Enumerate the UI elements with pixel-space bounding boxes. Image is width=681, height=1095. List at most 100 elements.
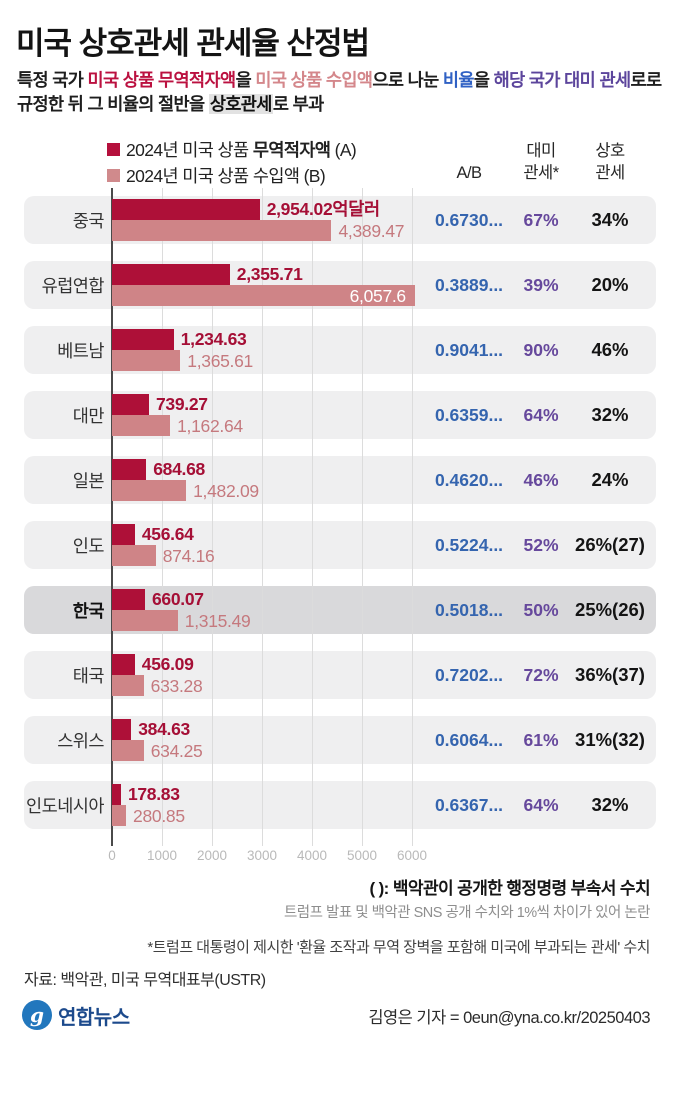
deficit-value-label: 2,355.71 xyxy=(236,264,303,284)
deficit-value-label: 1,234.63 xyxy=(180,329,247,349)
imports-bar xyxy=(112,220,332,241)
deficit-value-label: 456.09 xyxy=(141,654,194,674)
imports-value-label: 4,389.47 xyxy=(338,221,405,241)
subtitle-segment: 로 xyxy=(630,70,646,90)
reciprocal-tariff-value: 46% xyxy=(591,339,629,360)
country-label: 한국 xyxy=(72,600,105,621)
subtitle-segment: 을 xyxy=(235,70,256,90)
table-row: 유럽연합 2,355.71 6,057.6 0.3889... 39% 20% xyxy=(0,261,681,309)
ab-ratio-value: 0.6064... xyxy=(434,729,504,750)
ab-ratio-value: 0.7202... xyxy=(434,664,504,685)
deficit-value-label: 684.68 xyxy=(153,459,205,479)
deficit-value-label: 2,954.02억달러 xyxy=(266,199,380,219)
subtitle-segment: 로 xyxy=(645,70,662,90)
x-axis-tick-label: 4000 xyxy=(296,848,328,863)
column-header-tariff: 대미 관세* xyxy=(523,142,559,182)
deficit-bar xyxy=(112,329,174,350)
deficit-value-label: 660.07 xyxy=(152,589,204,609)
imports-bar xyxy=(112,480,187,501)
page-title: 미국 상호관세 관세율 산정법 xyxy=(16,26,370,61)
subtitle-segment: 미국 상품 무역적자액 xyxy=(87,70,237,90)
table-row: 대만 739.27 1,162.64 0.6359... 64% 32% xyxy=(0,391,681,439)
footnote-asterisk: *트럼프 대통령이 제시한 '환율 조작과 무역 장벽을 포함해 미국에 부과되… xyxy=(147,939,650,956)
ab-ratio-value: 0.6367... xyxy=(434,794,504,815)
imports-value-label: 1,315.49 xyxy=(184,611,251,631)
deficit-bar xyxy=(112,524,135,545)
tariff-on-us-value: 39% xyxy=(523,274,559,295)
imports-value-label: 633.28 xyxy=(150,676,203,696)
subtitle-segment: 을 xyxy=(473,70,494,90)
tariff-on-us-value: 64% xyxy=(523,794,559,815)
imports-value-label: 280.85 xyxy=(133,806,185,826)
legend-imports-label: 2024년 미국 상품 수입액 (B) xyxy=(126,163,326,188)
tariff-on-us-value: 50% xyxy=(523,599,559,620)
imports-value-label: 634.25 xyxy=(150,741,203,761)
country-label: 중국 xyxy=(72,210,105,231)
tariff-on-us-value: 67% xyxy=(523,209,559,230)
imports-value-label: 1,162.64 xyxy=(177,416,243,436)
legend-deficit-label: 2024년 미국 상품 무역적자액 (A) xyxy=(126,137,357,162)
imports-bar xyxy=(112,610,178,631)
imports-bar xyxy=(112,805,127,826)
legend-text-segment: (A) xyxy=(330,139,357,160)
subtitle-segment: 로 부과 xyxy=(272,94,324,114)
reciprocal-tariff-value: 25%(26) xyxy=(575,599,645,620)
x-axis-tick-label: 1000 xyxy=(146,848,178,863)
reciprocal-tariff-value: 20% xyxy=(591,274,629,295)
subtitle-segment: 상호관세 xyxy=(208,94,273,114)
gridline xyxy=(362,188,363,846)
ab-ratio-value: 0.3889... xyxy=(434,274,504,295)
table-row: 인도네시아 178.83 280.85 0.6367... 64% 32% xyxy=(0,781,681,829)
deficit-value-label: 178.83 xyxy=(127,784,180,804)
country-label: 일본 xyxy=(72,470,105,491)
x-axis-tick-label: 6000 xyxy=(396,848,428,863)
legend-text-segment: 2024년 미국 상품 수입액 (B) xyxy=(126,165,326,186)
country-label: 대만 xyxy=(72,405,105,426)
reciprocal-tariff-value: 24% xyxy=(591,469,629,490)
table-row: 한국 660.07 1,315.49 0.5018... 50% 25%(26) xyxy=(0,586,681,634)
gridline xyxy=(412,188,413,846)
deficit-bar xyxy=(112,589,145,610)
deficit-value-label: 456.64 xyxy=(141,524,194,544)
table-row: 인도 456.64 874.16 0.5224... 52% 26%(27) xyxy=(0,521,681,569)
country-label: 인도 xyxy=(72,535,105,556)
reciprocal-tariff-value: 31%(32) xyxy=(575,729,645,750)
x-axis-tick-label: 2000 xyxy=(196,848,228,863)
imports-bar xyxy=(112,675,144,696)
reciprocal-tariff-value: 26%(27) xyxy=(575,534,645,555)
imports-bar xyxy=(112,740,144,761)
table-row: 중국 2,954.02억달러 4,389.47 0.6730... 67% 34% xyxy=(0,196,681,244)
gridline xyxy=(312,188,313,846)
ab-ratio-value: 0.6359... xyxy=(434,404,504,425)
imports-value-label: 6,057.6 xyxy=(349,286,407,306)
ab-ratio-value: 0.5018... xyxy=(434,599,504,620)
legend-item-deficit: 2024년 미국 상품 무역적자액 (A) xyxy=(107,136,357,162)
country-label: 베트남 xyxy=(57,340,104,361)
row-background xyxy=(24,781,656,829)
imports-swatch-icon xyxy=(107,168,120,182)
deficit-swatch-icon xyxy=(107,142,120,156)
subtitle-segment: 비율 xyxy=(442,70,475,90)
ab-ratio-value: 0.5224... xyxy=(434,534,504,555)
column-header-ab: A/B xyxy=(456,164,482,182)
deficit-bar xyxy=(112,394,149,415)
x-axis-tick-label: 5000 xyxy=(346,848,378,863)
x-axis-tick-label: 0 xyxy=(108,848,116,863)
legend: 2024년 미국 상품 무역적자액 (A) 2024년 미국 상품 수입액 (B… xyxy=(107,136,357,188)
column-header-reciprocal: 상호 관세 xyxy=(595,142,625,182)
yonhap-logo: g 연합뉴스 xyxy=(22,1000,130,1030)
imports-bar xyxy=(112,285,415,306)
reciprocal-tariff-value: 34% xyxy=(591,209,629,230)
tariff-on-us-value: 64% xyxy=(523,404,559,425)
tariff-on-us-value: 52% xyxy=(523,534,559,555)
country-label: 태국 xyxy=(72,665,105,686)
subtitle-segment: 규정한 뒤 그 비율의 절반을 xyxy=(17,94,209,114)
ab-ratio-value: 0.6730... xyxy=(434,209,504,230)
tariff-on-us-value: 90% xyxy=(523,339,559,360)
deficit-value-label: 739.27 xyxy=(155,394,208,414)
footnote-controversy: 트럼프 발표 및 백악관 SNS 공개 수치와 1%씩 차이가 있어 논란 xyxy=(283,905,651,921)
imports-value-label: 1,365.61 xyxy=(187,351,253,371)
x-axis-tick-label: 3000 xyxy=(246,848,278,863)
deficit-bar xyxy=(112,199,260,220)
